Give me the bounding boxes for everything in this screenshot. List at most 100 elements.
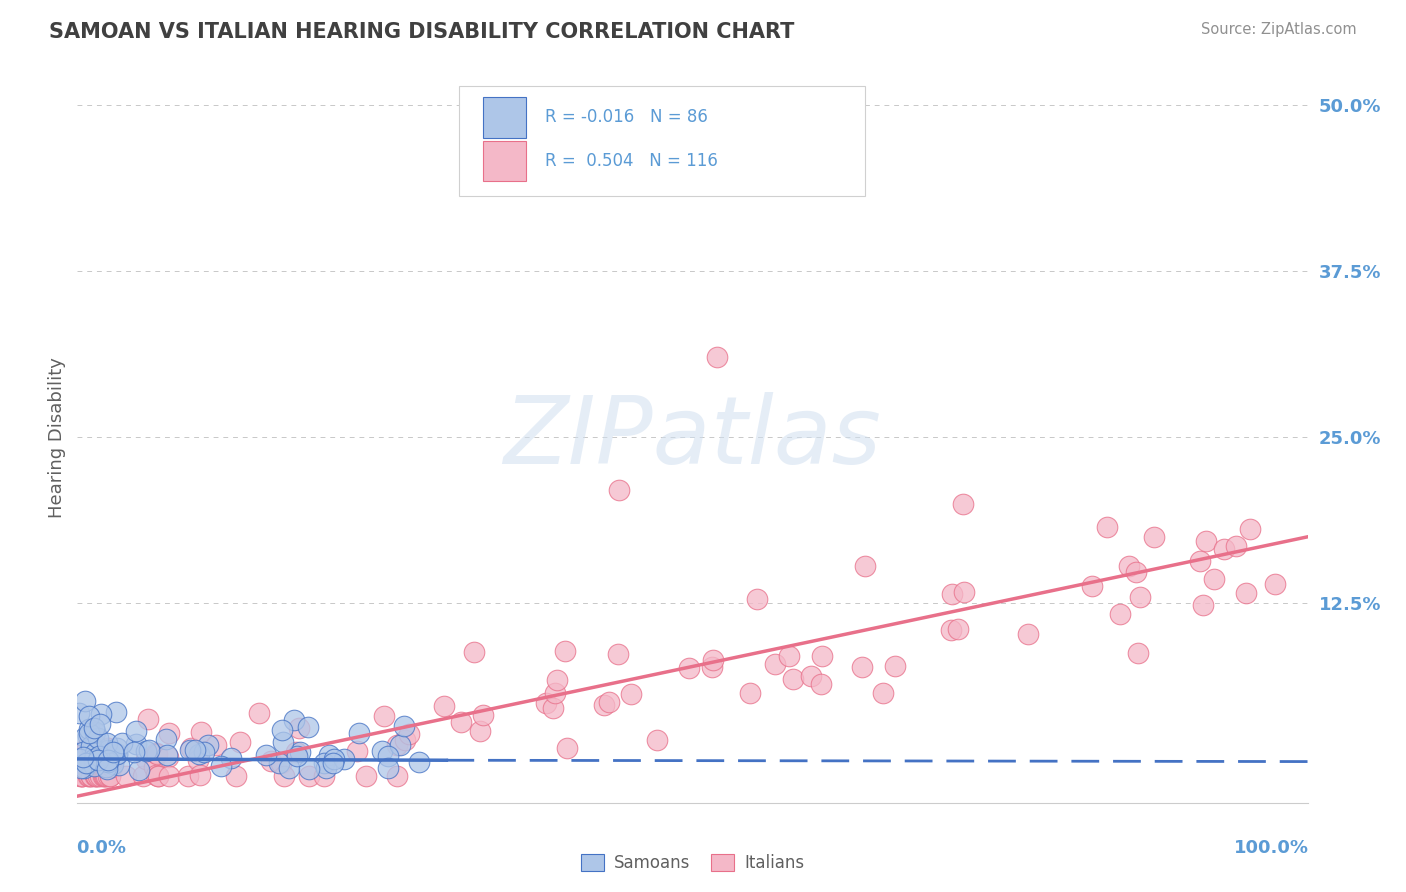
Point [346, 744, 368, 758]
Point [277, 761, 299, 775]
Point [82, 740, 104, 755]
Point [145, 767, 167, 781]
Point [706, 351, 728, 365]
Point [180, 740, 202, 755]
Text: ZIPatlas: ZIPatlas [503, 392, 882, 483]
Point [93, 769, 115, 783]
Point [884, 658, 907, 673]
Point [114, 769, 136, 783]
Point [187, 747, 209, 761]
Point [593, 698, 616, 712]
Point [184, 742, 207, 756]
Legend: Samoans, Italians: Samoans, Italians [574, 847, 811, 879]
Point [209, 759, 232, 773]
Point [544, 686, 567, 700]
Point [273, 769, 295, 783]
Point [800, 669, 823, 683]
Point [314, 756, 336, 770]
Point [953, 584, 976, 599]
Point [142, 759, 165, 773]
Point [811, 649, 834, 664]
Point [700, 660, 723, 674]
Point [105, 740, 128, 755]
Point [91, 749, 114, 764]
Point [156, 750, 179, 764]
Point [952, 497, 974, 511]
Point [1080, 579, 1102, 593]
Text: 0.0%: 0.0% [76, 839, 127, 857]
Point [1234, 586, 1257, 600]
Point [96, 769, 118, 783]
Point [738, 686, 761, 700]
Point [96, 763, 118, 777]
Point [946, 622, 969, 636]
Point [315, 761, 337, 775]
Point [97, 743, 120, 757]
Point [86, 745, 108, 759]
Point [607, 483, 630, 498]
Point [87, 769, 110, 783]
Point [72, 745, 94, 759]
Point [1194, 534, 1216, 549]
Point [89, 717, 111, 731]
Point [83, 721, 105, 735]
Point [96, 760, 118, 774]
Point [69, 751, 91, 765]
Point [80, 739, 103, 753]
Point [86, 753, 108, 767]
Point [193, 745, 215, 759]
Point [75, 756, 97, 770]
Point [620, 687, 643, 701]
Point [132, 769, 155, 783]
FancyBboxPatch shape [484, 97, 526, 137]
Point [270, 756, 292, 770]
Point [146, 769, 169, 783]
Point [463, 646, 485, 660]
Point [377, 760, 399, 774]
Point [1095, 519, 1118, 533]
Point [555, 740, 578, 755]
Point [90, 706, 112, 721]
Point [155, 731, 177, 746]
Point [80, 744, 103, 758]
Point [782, 672, 804, 686]
Point [1108, 607, 1130, 622]
Text: SAMOAN VS ITALIAN HEARING DISABILITY CORRELATION CHART: SAMOAN VS ITALIAN HEARING DISABILITY COR… [49, 22, 794, 42]
Point [197, 738, 219, 752]
Text: 100.0%: 100.0% [1234, 839, 1309, 857]
Point [288, 721, 311, 735]
Point [86, 769, 108, 783]
Point [80, 769, 103, 783]
Point [69, 769, 91, 783]
Point [75, 730, 97, 744]
Point [100, 760, 122, 774]
Point [385, 738, 408, 752]
Point [83, 744, 105, 758]
Point [67, 768, 90, 782]
Point [249, 706, 271, 720]
Point [941, 587, 963, 601]
Point [79, 769, 101, 783]
Point [77, 726, 100, 740]
Point [84, 738, 107, 752]
Point [72, 749, 94, 764]
Point [87, 731, 110, 745]
Point [187, 753, 209, 767]
Point [69, 748, 91, 763]
FancyBboxPatch shape [458, 86, 865, 195]
Point [598, 695, 620, 709]
Point [79, 722, 101, 736]
Point [77, 756, 100, 771]
Point [450, 715, 472, 730]
Point [1017, 626, 1039, 640]
Point [93, 769, 115, 783]
Point [101, 745, 124, 759]
Point [75, 694, 97, 708]
Point [97, 753, 120, 767]
Point [371, 744, 394, 758]
Point [298, 769, 321, 783]
Point [385, 769, 408, 783]
Point [323, 752, 346, 766]
Point [285, 745, 308, 759]
Point [72, 761, 94, 775]
